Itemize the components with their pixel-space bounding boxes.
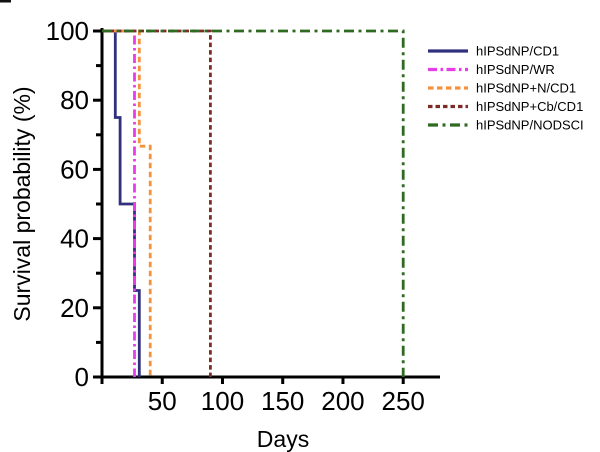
axes-layer: 50 100 150 200 250 0 20 40 60 80 100	[46, 16, 440, 416]
x-tick-label: 150	[261, 386, 304, 416]
y-tick-label: 60	[60, 154, 89, 184]
series-layer	[102, 29, 405, 377]
x-axis-title: Days	[257, 426, 309, 452]
y-tick-label: 0	[75, 362, 89, 392]
y-tick-label: 40	[60, 224, 89, 254]
legend-label: hIPSdNP+Cb/CD1	[476, 99, 583, 114]
y-tick-label: 20	[60, 293, 89, 323]
crop-artifact	[0, 0, 11, 3]
series-curve-hipsdnp-cd1	[102, 29, 141, 377]
legend-label: hIPSdNP/NODSCI	[476, 118, 584, 133]
x-tick-label: 100	[201, 386, 244, 416]
x-tick-label: 50	[148, 386, 177, 416]
legend-entry: hIPSdNP+Cb/CD1	[428, 99, 583, 114]
series-curve-hipsdnp-cb-cd1	[102, 29, 212, 377]
legend-entry: hIPSdNP+N/CD1	[428, 81, 576, 96]
y-tick-label: 100	[46, 16, 89, 46]
y-axis-title: Survival probability (%)	[9, 86, 35, 321]
legend-label: hIPSdNP+N/CD1	[476, 81, 576, 96]
legend-entry: hIPSdNP/CD1	[428, 44, 559, 59]
series-curve-hipsdnp-nodsci	[102, 29, 405, 377]
legend-label: hIPSdNP/CD1	[476, 44, 559, 59]
y-tick-label: 80	[60, 85, 89, 115]
x-tick-label: 200	[321, 386, 364, 416]
legend-entry: hIPSdNP/NODSCI	[428, 118, 584, 133]
legend-label: hIPSdNP/WR	[476, 62, 555, 77]
legend-layer: hIPSdNP/CD1 hIPSdNP/WR hIPSdNP+N/CD1 hIPSdN…	[428, 44, 584, 133]
legend-entry: hIPSdNP/WR	[428, 62, 555, 77]
x-tick-label: 250	[382, 386, 425, 416]
